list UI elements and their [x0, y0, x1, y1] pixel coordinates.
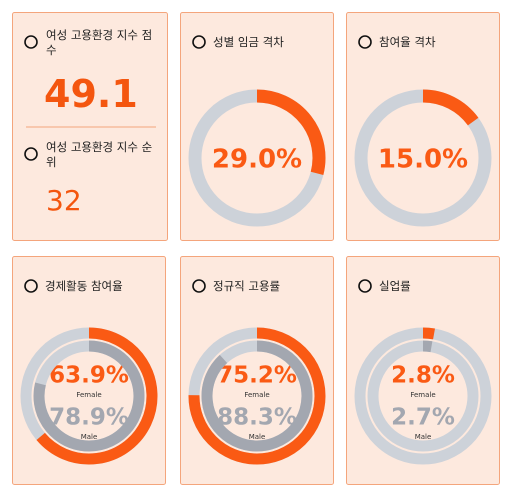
legend-label: Male [415, 433, 432, 441]
chart-title: 정규직 고용률 [213, 279, 281, 293]
icon [358, 279, 372, 293]
donut-arc [422, 327, 435, 340]
icon [192, 35, 206, 49]
chart-title: 참여율 격차 [379, 35, 436, 49]
value-label: 88.3% [217, 405, 297, 431]
value-label: 75.2% [217, 363, 297, 389]
chart-title: 실업률 [379, 279, 411, 293]
kpi-value: 32 [46, 184, 82, 217]
value-label: 29.0% [212, 145, 302, 175]
donut-arc [188, 327, 326, 465]
value-label: 78.9% [49, 405, 129, 431]
value-label: 2.7% [391, 405, 455, 431]
value-label: 63.9% [49, 363, 129, 389]
donut-arc [422, 89, 479, 126]
card [180, 12, 334, 241]
icon [192, 279, 206, 293]
value-label: 15.0% [378, 145, 468, 175]
donut-arc [33, 340, 145, 452]
icon [358, 35, 372, 49]
icon [24, 147, 38, 161]
kpi-title: 여성 고용환경 지수 순위 [46, 140, 153, 169]
chart-title: 성별 임금 격차 [213, 35, 284, 49]
legend-label: Female [410, 391, 435, 399]
value-label: 2.8% [391, 363, 455, 389]
chart-title: 경제활동 참여율 [45, 279, 123, 293]
icon [24, 35, 38, 49]
legend-label: Female [244, 391, 269, 399]
donut-arc [201, 340, 313, 452]
donut-arc [422, 340, 433, 353]
icon [24, 279, 38, 293]
legend-label: Male [249, 433, 266, 441]
legend-label: Female [76, 391, 101, 399]
legend-label: Male [81, 433, 98, 441]
kpi-title: 여성 고용환경 지수 점수 [46, 28, 153, 57]
donut-arc [256, 89, 326, 176]
donut-arc [36, 327, 158, 465]
kpi-value: 49.1 [44, 72, 138, 116]
card [346, 12, 500, 241]
